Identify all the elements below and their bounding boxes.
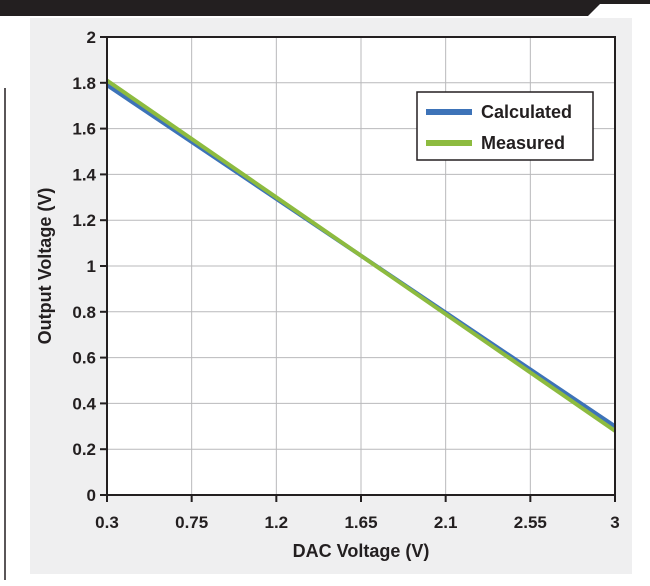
y-axis-title: Output Voltage (V)	[35, 188, 55, 345]
x-tick-label: 0.75	[175, 513, 208, 532]
legend-box	[416, 91, 594, 161]
series-group	[105, 78, 617, 433]
x-tick-label: 3	[610, 513, 619, 532]
y-tick-label: 0.4	[72, 394, 96, 413]
x-tick-label: 2.1	[434, 513, 458, 532]
y-tick-label: 1.2	[72, 211, 96, 230]
legend: Calculated Measured	[416, 91, 594, 161]
y-tick-label: 1.8	[72, 74, 96, 93]
x-tick-label: 1.65	[344, 513, 377, 532]
y-tick-label: 1.4	[72, 165, 96, 184]
x-tick-labels: 0.3 0.75 1.2 1.65 2.1 2.55 3	[95, 513, 620, 532]
ticks	[100, 36, 616, 502]
y-tick-label: 2	[87, 28, 96, 47]
y-tick-label: 1	[87, 257, 96, 276]
y-tick-label: 0.2	[72, 440, 96, 459]
top-banner	[0, 0, 650, 16]
y-tick-labels: 0 0.2 0.4 0.6 0.8 1 1.2 1.4 1.6 1.8 2	[72, 28, 96, 505]
y-tick-label: 0.6	[72, 349, 96, 368]
x-axis-title: DAC Voltage (V)	[293, 541, 430, 561]
series-line-measured	[105, 78, 617, 433]
x-tick-label: 2.55	[514, 513, 547, 532]
legend-label-measured: Measured	[481, 133, 565, 153]
y-tick-label: 0.8	[72, 303, 96, 322]
x-tick-label: 1.2	[265, 513, 289, 532]
y-tick-label: 1.6	[72, 120, 96, 139]
x-tick-label: 0.3	[95, 513, 119, 532]
legend-label-calculated: Calculated	[481, 102, 572, 122]
y-tick-label: 0	[87, 486, 96, 505]
